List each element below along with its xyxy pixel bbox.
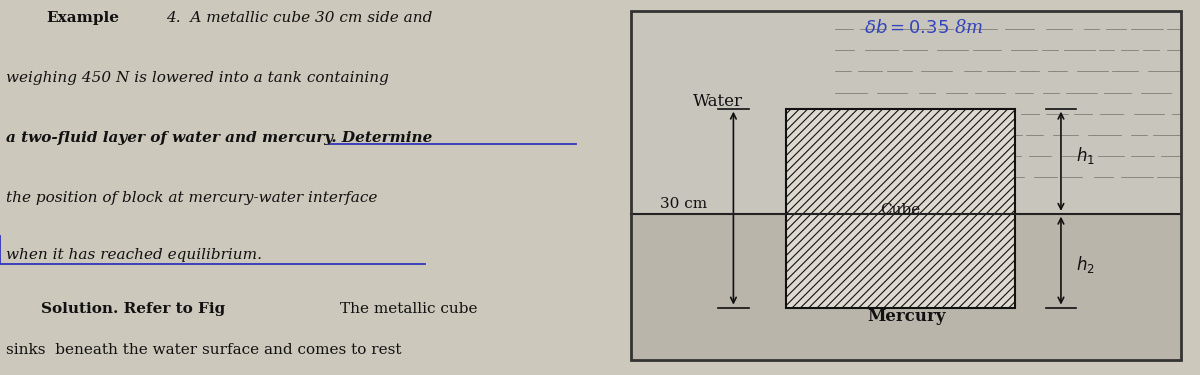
Text: The metallic cube: The metallic cube [341,302,478,316]
Bar [786,109,1015,308]
Text: 30 cm: 30 cm [660,197,708,211]
Text: the position of block at mercury-water interface: the position of block at mercury-water i… [6,191,377,205]
Bar [631,214,1182,360]
Bar [631,11,1182,214]
Text: Example: Example [47,11,120,25]
Text: a two-fluid layer of water and mercury. Determine: a two-fluid layer of water and mercury. … [6,131,432,145]
Text: Cube: Cube [880,203,920,217]
Bar [631,11,1182,360]
Text: 4.  A metallic cube 30 cm side and: 4. A metallic cube 30 cm side and [166,11,432,25]
Text: sinks  beneath the water surface and comes to rest: sinks beneath the water surface and come… [6,343,401,357]
Text: Mercury: Mercury [868,308,946,326]
Text: $\delta b = 0.35$ 8m: $\delta b = 0.35$ 8m [864,19,984,37]
Text: when it has reached equilibrium.: when it has reached equilibrium. [6,248,262,261]
Text: Solution. Refer to Fig: Solution. Refer to Fig [41,302,224,316]
Text: weighing 450 N is lowered into a tank containing: weighing 450 N is lowered into a tank co… [6,71,389,85]
Text: $h_2$: $h_2$ [1076,254,1096,275]
Text: Water: Water [692,93,743,110]
Text: $h_1$: $h_1$ [1076,145,1096,166]
